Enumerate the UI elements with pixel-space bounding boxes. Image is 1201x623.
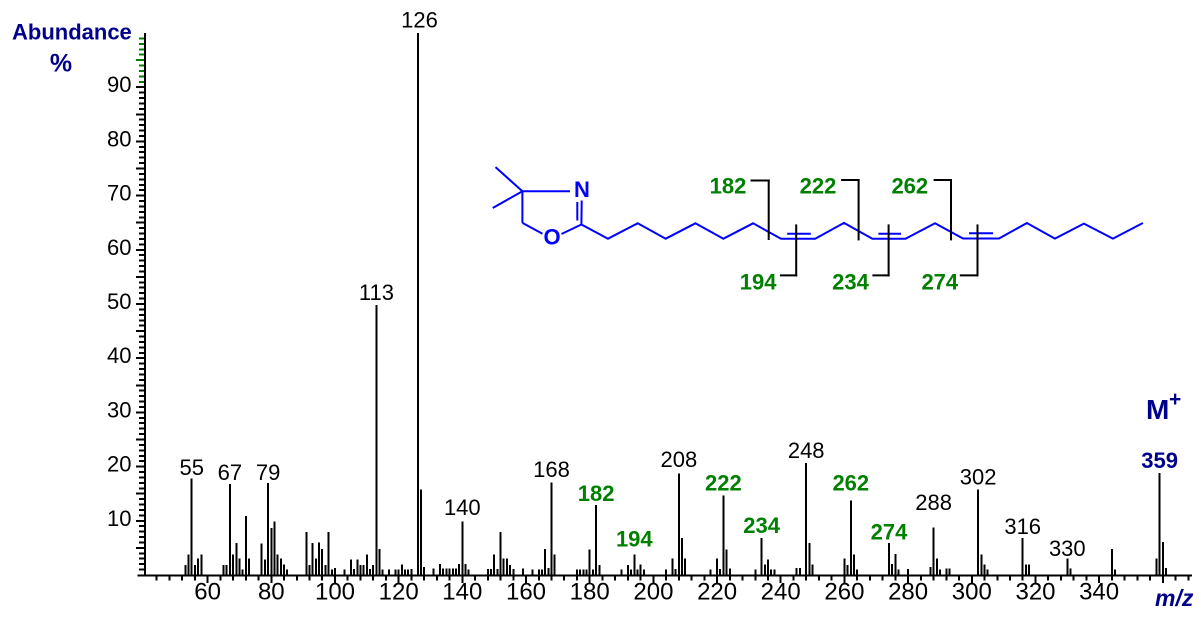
svg-text:60: 60 bbox=[107, 235, 131, 260]
svg-text:M: M bbox=[1146, 394, 1169, 425]
svg-text:274: 274 bbox=[871, 520, 908, 545]
svg-text:m/z: m/z bbox=[1155, 585, 1194, 611]
svg-text:79: 79 bbox=[256, 460, 280, 485]
svg-text:Abundance: Abundance bbox=[12, 20, 132, 45]
svg-text:222: 222 bbox=[800, 174, 837, 199]
svg-text:113: 113 bbox=[359, 280, 394, 305]
svg-text:10: 10 bbox=[107, 506, 131, 531]
svg-text:55: 55 bbox=[179, 455, 203, 480]
svg-text:140: 140 bbox=[444, 495, 481, 520]
svg-text:90: 90 bbox=[107, 72, 131, 97]
svg-text:67: 67 bbox=[218, 460, 242, 485]
svg-text:274: 274 bbox=[921, 270, 958, 295]
svg-text:168: 168 bbox=[533, 457, 570, 482]
svg-text:302: 302 bbox=[960, 465, 997, 490]
svg-text:20: 20 bbox=[107, 452, 131, 477]
svg-text:200: 200 bbox=[633, 579, 673, 606]
svg-text:40: 40 bbox=[107, 343, 131, 368]
svg-text:262: 262 bbox=[832, 471, 869, 496]
svg-text:182: 182 bbox=[578, 481, 615, 506]
svg-text:70: 70 bbox=[107, 181, 131, 206]
svg-text:50: 50 bbox=[107, 289, 131, 314]
svg-text:80: 80 bbox=[258, 579, 285, 606]
svg-text:288: 288 bbox=[915, 490, 952, 515]
svg-text:280: 280 bbox=[888, 579, 928, 606]
svg-text:30: 30 bbox=[107, 397, 131, 422]
svg-text:222: 222 bbox=[705, 471, 742, 496]
svg-text:O: O bbox=[543, 225, 560, 250]
svg-text:340: 340 bbox=[1079, 579, 1119, 606]
svg-text:140: 140 bbox=[442, 579, 482, 606]
svg-text:208: 208 bbox=[661, 447, 698, 472]
svg-text:194: 194 bbox=[616, 527, 653, 552]
svg-text:126: 126 bbox=[401, 8, 438, 33]
svg-text:262: 262 bbox=[891, 174, 928, 199]
svg-text:120: 120 bbox=[379, 579, 419, 606]
svg-text:248: 248 bbox=[788, 438, 825, 463]
svg-text:234: 234 bbox=[743, 513, 780, 538]
svg-text:234: 234 bbox=[832, 270, 869, 295]
svg-text:60: 60 bbox=[194, 579, 221, 606]
svg-text:320: 320 bbox=[1015, 579, 1055, 606]
svg-text:194: 194 bbox=[740, 270, 777, 295]
svg-text:300: 300 bbox=[952, 579, 992, 606]
svg-text:180: 180 bbox=[570, 579, 610, 606]
svg-text:80: 80 bbox=[107, 126, 131, 151]
svg-text:359: 359 bbox=[1141, 448, 1178, 473]
svg-text:182: 182 bbox=[710, 174, 747, 199]
svg-text:316: 316 bbox=[1004, 514, 1041, 539]
svg-text:330: 330 bbox=[1049, 536, 1086, 561]
svg-text:220: 220 bbox=[697, 579, 737, 606]
svg-text:%: % bbox=[50, 50, 72, 78]
svg-text:240: 240 bbox=[761, 579, 801, 606]
svg-text:160: 160 bbox=[506, 579, 546, 606]
svg-text:100: 100 bbox=[315, 579, 355, 606]
svg-text:260: 260 bbox=[824, 579, 864, 606]
svg-text:+: + bbox=[1169, 388, 1181, 411]
svg-text:N: N bbox=[574, 177, 590, 202]
